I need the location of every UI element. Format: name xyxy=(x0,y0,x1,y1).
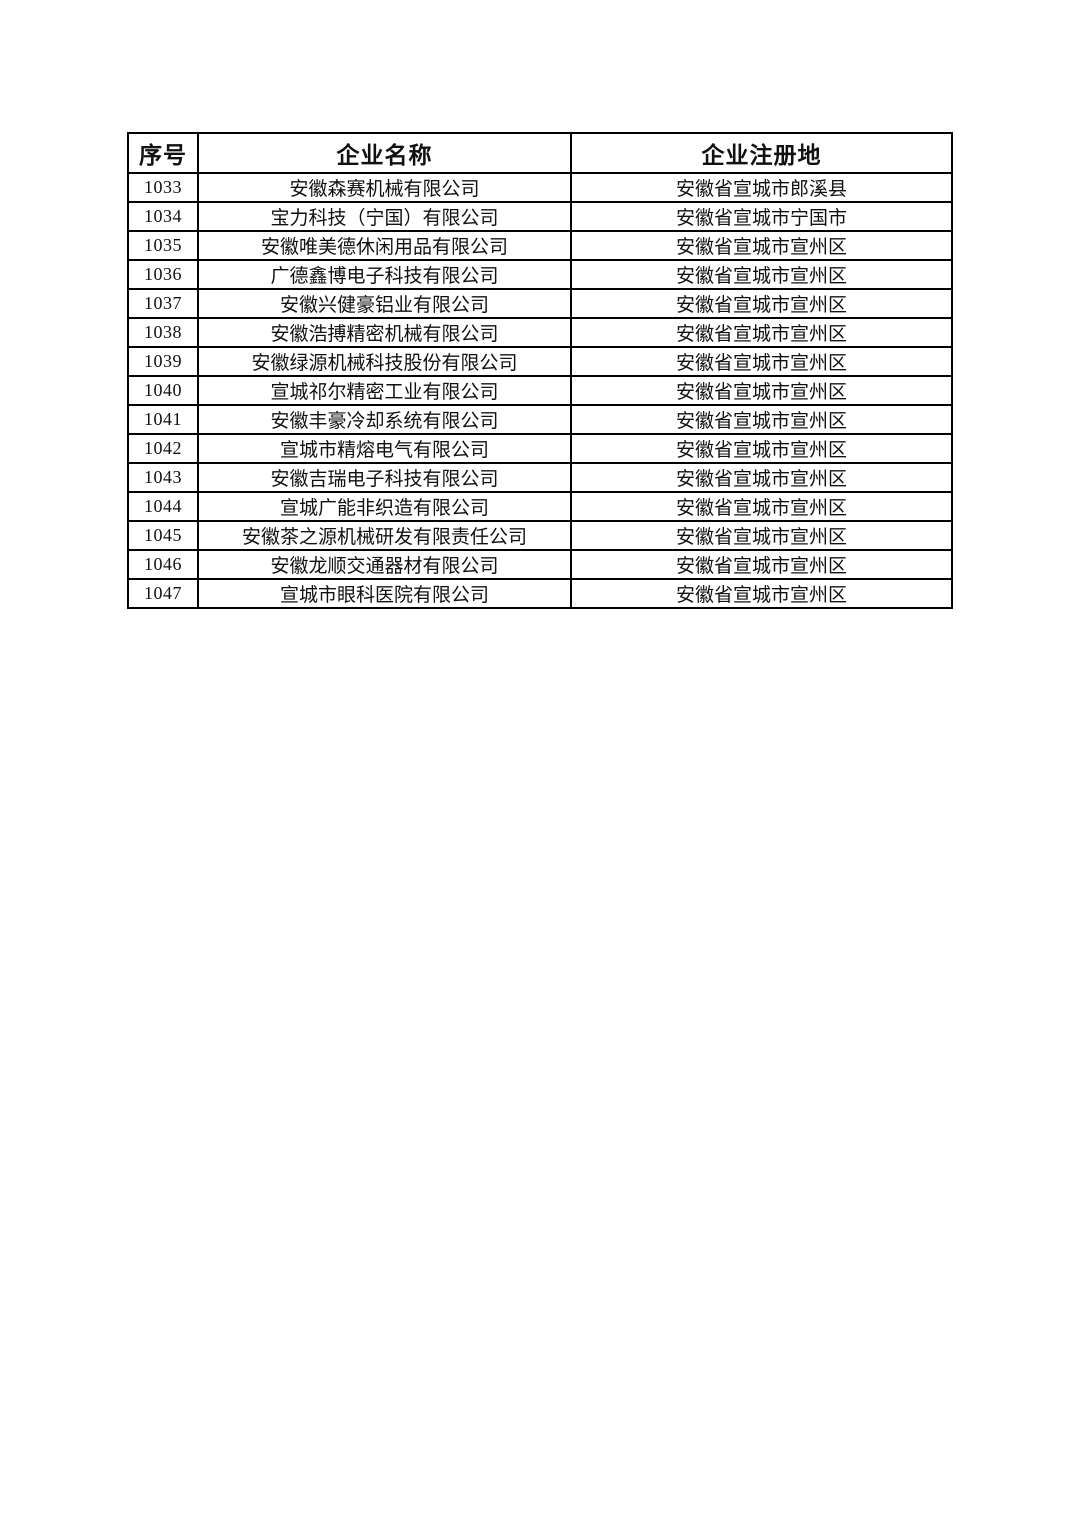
table-row: 1036 广德鑫博电子科技有限公司 安徽省宣城市宣州区 xyxy=(127,259,953,290)
cell-registration-place: 安徽省宣城市宣州区 xyxy=(570,520,953,551)
cell-registration-place: 安徽省宣城市宣州区 xyxy=(570,433,953,464)
cell-serial-number: 1043 xyxy=(127,462,199,493)
cell-serial-number: 1046 xyxy=(127,549,199,580)
cell-company-name: 安徽丰豪冷却系统有限公司 xyxy=(197,404,572,435)
cell-serial-number: 1039 xyxy=(127,346,199,377)
table-row: 1034 宝力科技（宁国）有限公司 安徽省宣城市宁国市 xyxy=(127,201,953,232)
cell-company-name: 安徽绿源机械科技股份有限公司 xyxy=(197,346,572,377)
cell-registration-place: 安徽省宣城市宣州区 xyxy=(570,230,953,261)
header-row: 序号 企业名称 企业注册地 xyxy=(127,132,953,174)
cell-company-name: 安徽森赛机械有限公司 xyxy=(197,172,572,203)
company-registration-table: 序号 企业名称 企业注册地 1033 安徽森赛机械有限公司 安徽省宣城市郎溪县 … xyxy=(127,132,953,609)
cell-registration-place: 安徽省宣城市宁国市 xyxy=(570,201,953,232)
cell-company-name: 安徽唯美德休闲用品有限公司 xyxy=(197,230,572,261)
table-row: 1046 安徽龙顺交通器材有限公司 安徽省宣城市宣州区 xyxy=(127,549,953,580)
cell-company-name: 安徽茶之源机械研发有限责任公司 xyxy=(197,520,572,551)
cell-company-name: 安徽浩搏精密机械有限公司 xyxy=(197,317,572,348)
header-serial-number: 序号 xyxy=(127,132,199,174)
cell-registration-place: 安徽省宣城市宣州区 xyxy=(570,491,953,522)
table-row: 1045 安徽茶之源机械研发有限责任公司 安徽省宣城市宣州区 xyxy=(127,520,953,551)
cell-company-name: 安徽龙顺交通器材有限公司 xyxy=(197,549,572,580)
cell-registration-place: 安徽省宣城市宣州区 xyxy=(570,578,953,609)
cell-serial-number: 1042 xyxy=(127,433,199,464)
header-registration-place: 企业注册地 xyxy=(570,132,953,174)
table-row: 1035 安徽唯美德休闲用品有限公司 安徽省宣城市宣州区 xyxy=(127,230,953,261)
cell-serial-number: 1038 xyxy=(127,317,199,348)
cell-registration-place: 安徽省宣城市宣州区 xyxy=(570,375,953,406)
cell-serial-number: 1037 xyxy=(127,288,199,319)
cell-registration-place: 安徽省宣城市宣州区 xyxy=(570,549,953,580)
cell-company-name: 安徽兴健豪铝业有限公司 xyxy=(197,288,572,319)
table-row: 1038 安徽浩搏精密机械有限公司 安徽省宣城市宣州区 xyxy=(127,317,953,348)
table-row: 1043 安徽吉瑞电子科技有限公司 安徽省宣城市宣州区 xyxy=(127,462,953,493)
company-table-body: 1033 安徽森赛机械有限公司 安徽省宣城市郎溪县 1034 宝力科技（宁国）有… xyxy=(127,172,953,609)
table-row: 1037 安徽兴健豪铝业有限公司 安徽省宣城市宣州区 xyxy=(127,288,953,319)
cell-company-name: 宣城市精熔电气有限公司 xyxy=(197,433,572,464)
cell-registration-place: 安徽省宣城市宣州区 xyxy=(570,288,953,319)
cell-company-name: 宣城祁尔精密工业有限公司 xyxy=(197,375,572,406)
cell-serial-number: 1035 xyxy=(127,230,199,261)
table-header: 序号 企业名称 企业注册地 xyxy=(127,132,953,174)
cell-registration-place: 安徽省宣城市宣州区 xyxy=(570,317,953,348)
cell-serial-number: 1047 xyxy=(127,578,199,609)
cell-registration-place: 安徽省宣城市宣州区 xyxy=(570,462,953,493)
table-row: 1042 宣城市精熔电气有限公司 安徽省宣城市宣州区 xyxy=(127,433,953,464)
cell-registration-place: 安徽省宣城市郎溪县 xyxy=(570,172,953,203)
cell-serial-number: 1045 xyxy=(127,520,199,551)
table-row: 1041 安徽丰豪冷却系统有限公司 安徽省宣城市宣州区 xyxy=(127,404,953,435)
cell-serial-number: 1044 xyxy=(127,491,199,522)
cell-company-name: 广德鑫博电子科技有限公司 xyxy=(197,259,572,290)
cell-company-name: 宣城广能非织造有限公司 xyxy=(197,491,572,522)
cell-serial-number: 1041 xyxy=(127,404,199,435)
header-company-name: 企业名称 xyxy=(197,132,572,174)
cell-serial-number: 1034 xyxy=(127,201,199,232)
table-row: 1040 宣城祁尔精密工业有限公司 安徽省宣城市宣州区 xyxy=(127,375,953,406)
cell-registration-place: 安徽省宣城市宣州区 xyxy=(570,404,953,435)
cell-company-name: 宝力科技（宁国）有限公司 xyxy=(197,201,572,232)
cell-registration-place: 安徽省宣城市宣州区 xyxy=(570,259,953,290)
table-row: 1044 宣城广能非织造有限公司 安徽省宣城市宣州区 xyxy=(127,491,953,522)
cell-company-name: 宣城市眼科医院有限公司 xyxy=(197,578,572,609)
cell-serial-number: 1036 xyxy=(127,259,199,290)
cell-registration-place: 安徽省宣城市宣州区 xyxy=(570,346,953,377)
cell-company-name: 安徽吉瑞电子科技有限公司 xyxy=(197,462,572,493)
table-row: 1047 宣城市眼科医院有限公司 安徽省宣城市宣州区 xyxy=(127,578,953,609)
cell-serial-number: 1040 xyxy=(127,375,199,406)
table-row: 1033 安徽森赛机械有限公司 安徽省宣城市郎溪县 xyxy=(127,172,953,203)
table-row: 1039 安徽绿源机械科技股份有限公司 安徽省宣城市宣州区 xyxy=(127,346,953,377)
cell-serial-number: 1033 xyxy=(127,172,199,203)
